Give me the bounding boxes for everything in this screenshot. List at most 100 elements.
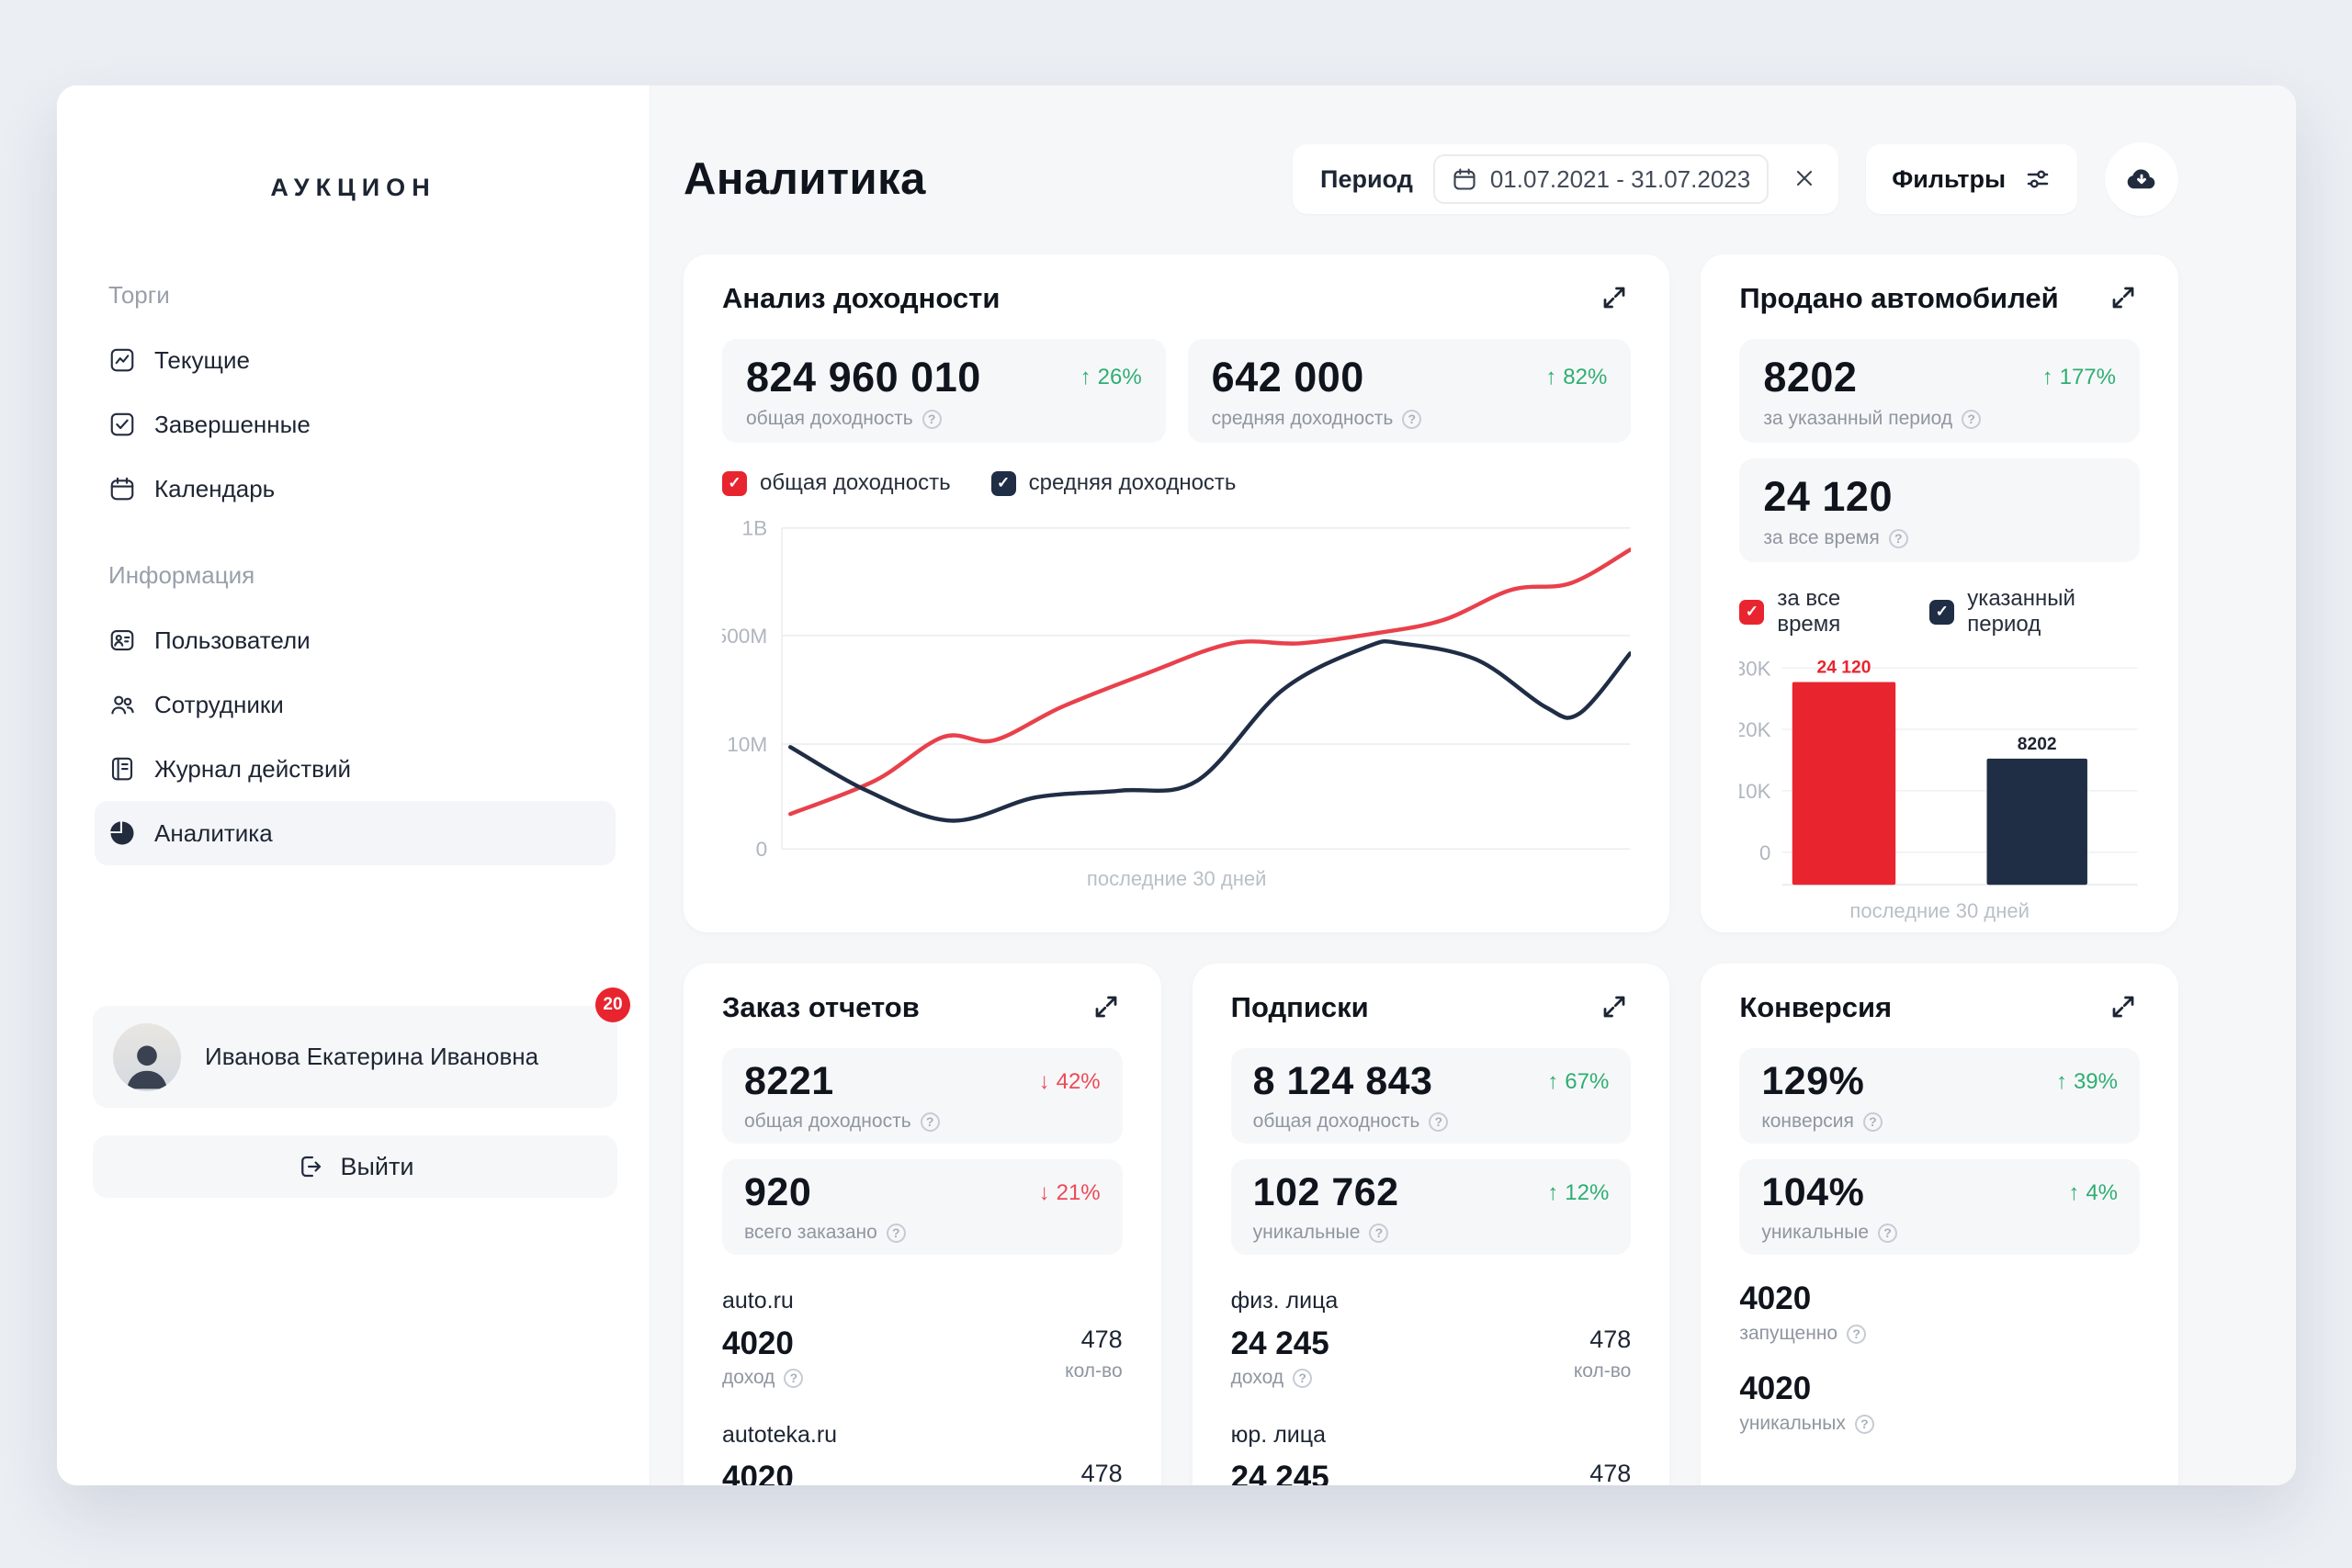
stat-value: 102 762 xyxy=(1252,1170,1399,1214)
stat-column: 129% 39% конверсия? 104% 4% уникальные? xyxy=(1739,1048,2140,1255)
checkbox-checked-icon[interactable] xyxy=(1739,599,1765,625)
sidebar-item-employees[interactable]: Сотрудники xyxy=(95,672,616,737)
help-icon[interactable]: ? xyxy=(1878,1223,1898,1243)
legend-average-profit[interactable]: средняя доходность xyxy=(990,470,1236,496)
stat-unique: 104% 4% уникальные? xyxy=(1739,1159,2140,1255)
help-icon[interactable]: ? xyxy=(1293,1368,1313,1388)
download-button[interactable] xyxy=(2105,142,2178,216)
header-controls: Период 01.07.2021 - 31.07.2023 Фильтры xyxy=(1293,142,2178,216)
checkbox-checked-icon[interactable] xyxy=(722,470,747,496)
brand-logo: АУКЦИОН xyxy=(270,174,436,201)
expand-button[interactable] xyxy=(1090,991,1123,1024)
expand-button[interactable] xyxy=(1598,991,1631,1024)
stat-label: конверсия xyxy=(1761,1111,1854,1132)
help-icon[interactable]: ? xyxy=(1847,1324,1867,1344)
card-title: Заказ отчетов xyxy=(722,991,920,1023)
source-income: 24 245 доход? xyxy=(1231,1325,1329,1389)
main-header: Аналитика Период 01.07.2021 - 31.07.2023… xyxy=(684,141,2178,218)
trend-value: 21% xyxy=(1056,1179,1101,1205)
stat-value: 104% xyxy=(1761,1170,1865,1214)
stat-average-profit: 642 000 82% средняя доходность? xyxy=(1187,339,1632,443)
sidebar-item-label: Пользователи xyxy=(154,626,311,654)
trend-value: 4% xyxy=(2086,1179,2118,1205)
svg-text:0: 0 xyxy=(756,838,768,860)
id-card-icon xyxy=(110,629,134,651)
sidebar-item-users[interactable]: Пользователи xyxy=(95,608,616,672)
expand-button[interactable] xyxy=(1598,282,1631,315)
legend-label: за все время xyxy=(1777,586,1841,637)
legend-all-time[interactable]: за все время xyxy=(1739,586,1898,637)
svg-text:1B: 1B xyxy=(742,517,768,540)
check-square-icon xyxy=(110,412,134,436)
filters-label: Фильтры xyxy=(1892,164,2006,193)
card-header: Анализ доходности xyxy=(722,282,1631,315)
card-header: Продано автомобилей xyxy=(1739,282,2140,315)
filters-button[interactable]: Фильтры xyxy=(1866,144,2077,214)
sidebar-item-finished[interactable]: Завершенные xyxy=(95,392,616,457)
sidebar-item-analytics[interactable]: Аналитика xyxy=(95,801,616,865)
metric-label: уникальных xyxy=(1739,1413,1846,1434)
period-picker[interactable]: Период 01.07.2021 - 31.07.2023 xyxy=(1293,144,1839,214)
stat-label: уникальные xyxy=(1761,1222,1870,1243)
sidebar-item-action-log[interactable]: Журнал действий xyxy=(95,737,616,801)
expand-icon xyxy=(1603,996,1625,1017)
card-title: Конверсия xyxy=(1739,991,1893,1023)
legend-total-profit[interactable]: общая доходность xyxy=(722,470,951,496)
help-icon[interactable]: ? xyxy=(920,1111,940,1132)
expand-button[interactable] xyxy=(2107,991,2140,1024)
legend-label: общая доходность xyxy=(760,470,951,495)
stat-total-profit: 824 960 010 26% общая доходность? xyxy=(722,339,1166,443)
person-silhouette-icon xyxy=(127,1044,167,1089)
trend-value: 39% xyxy=(2073,1068,2118,1094)
source-rows: физ. лица 24 245 доход? 478 кол-во юр. л… xyxy=(1231,1288,1632,1485)
help-icon[interactable]: ? xyxy=(1402,409,1422,429)
sidebar-item-current[interactable]: Текущие xyxy=(95,328,616,392)
sidebar-item-label: Журнал действий xyxy=(154,754,352,783)
count-label: кол-во xyxy=(1573,1360,1632,1382)
checkbox-checked-icon[interactable] xyxy=(990,470,1016,496)
help-icon[interactable]: ? xyxy=(1888,528,1908,548)
stat-unique: 102 762 12% уникальные? xyxy=(1230,1159,1632,1255)
sidebar-item-label: Аналитика xyxy=(154,818,273,847)
stat-column: 8202 177% за указанный период? 24 120 за… xyxy=(1739,339,2140,562)
logout-button[interactable]: Выйти xyxy=(93,1135,617,1198)
help-icon[interactable]: ? xyxy=(1854,1414,1874,1434)
trend-up: 82% xyxy=(1545,365,1607,390)
clear-period-button[interactable] xyxy=(1789,164,1820,195)
expand-icon xyxy=(1095,996,1117,1017)
card-header: Конверсия xyxy=(1739,991,2140,1024)
stat-value: 8 124 843 xyxy=(1252,1059,1433,1103)
source-stats: 4020 доход? 478 кол-во xyxy=(722,1460,1123,1485)
trend-up: 12% xyxy=(1547,1180,1609,1206)
date-range-field[interactable]: 01.07.2021 - 31.07.2023 xyxy=(1432,154,1770,204)
help-icon[interactable]: ? xyxy=(922,409,942,429)
stat-label: общая доходность xyxy=(746,408,913,429)
source-count: 478 кол-во xyxy=(1574,1325,1632,1382)
legend-period[interactable]: указанный период xyxy=(1929,586,2140,637)
stat-value: 129% xyxy=(1761,1059,1865,1103)
income-value: 4020 xyxy=(722,1325,794,1361)
help-icon[interactable]: ? xyxy=(784,1368,804,1388)
card-title: Продано автомобилей xyxy=(1739,282,2059,314)
trend-value: 26% xyxy=(1097,365,1142,389)
svg-text:10K: 10K xyxy=(1739,780,1771,803)
count-value: 478 xyxy=(1080,1325,1123,1353)
stat-period: 8202 177% за указанный период? xyxy=(1739,339,2140,443)
sidebar-item-calendar[interactable]: Календарь xyxy=(95,457,616,521)
stat-value: 8202 xyxy=(1763,354,1858,400)
help-icon[interactable]: ? xyxy=(1369,1223,1389,1243)
sidebar-item-label: Текущие xyxy=(154,345,250,374)
help-icon[interactable]: ? xyxy=(1429,1111,1449,1132)
sidebar-bottom: 20 Иванова Екатерина Ивановна Выйти xyxy=(57,987,650,1198)
source-stats: 24 245 доход? 478 кол-во xyxy=(1231,1460,1632,1485)
nav-section-torgi: Торги Текущие Завершенные Календарь xyxy=(95,281,616,521)
arrow-up-icon xyxy=(2068,1180,2079,1206)
help-icon[interactable]: ? xyxy=(1862,1111,1883,1132)
sidebar: АУКЦИОН Торги Текущие Завершенные Календ… xyxy=(57,85,650,1485)
checkbox-checked-icon[interactable] xyxy=(1929,599,1955,625)
help-icon[interactable]: ? xyxy=(1962,409,1982,429)
user-panel[interactable]: 20 Иванова Екатерина Ивановна xyxy=(93,987,630,1108)
count-value: 478 xyxy=(1589,1325,1632,1353)
help-icon[interactable]: ? xyxy=(886,1223,906,1243)
expand-button[interactable] xyxy=(2107,282,2140,315)
